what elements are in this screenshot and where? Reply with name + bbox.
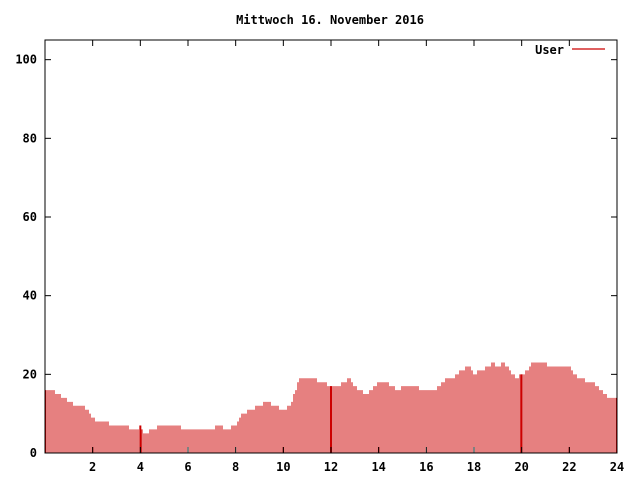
x-tick-label: 18 xyxy=(467,460,481,474)
y-tick-label: 100 xyxy=(15,53,37,67)
x-tick-label: 8 xyxy=(232,460,239,474)
y-tick-label: 40 xyxy=(23,289,37,303)
x-tick-label: 12 xyxy=(324,460,338,474)
x-tick-label: 22 xyxy=(562,460,576,474)
y-tick-label: 80 xyxy=(23,131,37,145)
x-tick-label: 4 xyxy=(137,460,144,474)
y-tick-label: 60 xyxy=(23,210,37,224)
x-tick-label: 6 xyxy=(184,460,191,474)
y-tick-label: 0 xyxy=(30,446,37,460)
x-tick-label: 16 xyxy=(419,460,433,474)
x-tick-label: 14 xyxy=(371,460,385,474)
y-tick-label: 20 xyxy=(23,367,37,381)
x-tick-label: 10 xyxy=(276,460,290,474)
chart-title: Mittwoch 16. November 2016 xyxy=(236,13,424,27)
x-tick-label: 2 xyxy=(89,460,96,474)
ticks-layer xyxy=(45,40,618,454)
x-tick-label: 20 xyxy=(514,460,528,474)
x-tick-label: 24 xyxy=(610,460,624,474)
legend-label-user: User xyxy=(535,43,564,57)
bars-layer xyxy=(45,362,617,453)
legend: User xyxy=(535,43,605,57)
